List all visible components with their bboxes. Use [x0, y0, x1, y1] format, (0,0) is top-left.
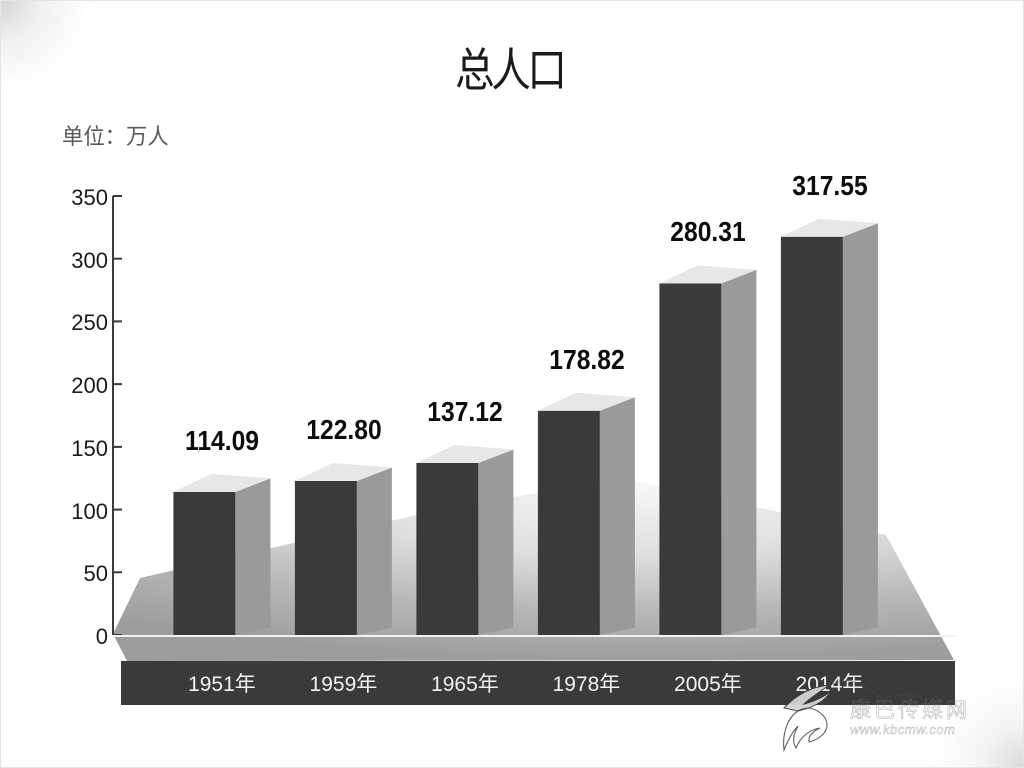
svg-text:康巴传媒网: 康巴传媒网	[850, 694, 970, 724]
svg-text:www.kbcmw.com: www.kbcmw.com	[850, 722, 955, 737]
